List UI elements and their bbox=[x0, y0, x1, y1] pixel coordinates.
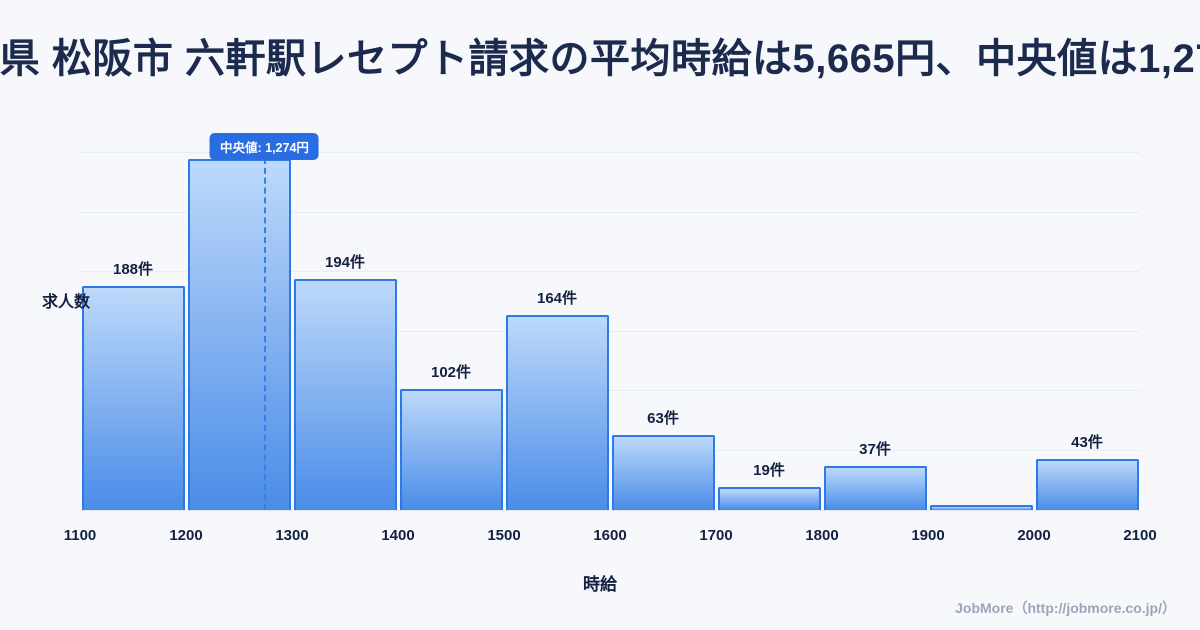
histogram-bar bbox=[187, 158, 291, 510]
x-axis-label: 時給 bbox=[583, 575, 617, 594]
x-tick-label: 1300 bbox=[275, 527, 309, 544]
x-tick-label: 1900 bbox=[911, 527, 945, 544]
x-tick-label: 1800 bbox=[805, 527, 839, 544]
histogram-bar bbox=[505, 314, 609, 510]
gridline bbox=[80, 271, 1140, 272]
bar-count-label: 19件 bbox=[753, 462, 785, 480]
bar-count-label: 63件 bbox=[647, 410, 679, 428]
histogram-bar bbox=[399, 388, 503, 510]
x-tick-label: 1400 bbox=[381, 527, 415, 544]
gridline bbox=[80, 390, 1140, 391]
chart-plot: 188件 194件 102件 164件 63件 19件 37件 43件 中央値: 1,274円 bbox=[80, 133, 1140, 511]
gridline bbox=[80, 330, 1140, 332]
median-line bbox=[264, 158, 267, 510]
histogram-bar bbox=[611, 435, 715, 510]
histogram-bar bbox=[823, 465, 927, 510]
x-tick-label: 1500 bbox=[487, 527, 521, 544]
x-tick-label: 1700 bbox=[699, 527, 733, 544]
bar-count-label: 164件 bbox=[536, 289, 578, 307]
page-title: 三重県 松阪市 六軒駅レセプト請求の平均時給は5,665円、中央値は1,274円 bbox=[0, 37, 1200, 81]
gridline bbox=[80, 449, 1140, 451]
x-tick-label: 1100 bbox=[63, 527, 97, 544]
histogram-bar bbox=[717, 487, 821, 510]
histogram-bar bbox=[1035, 458, 1139, 510]
bar-count-label: 102件 bbox=[430, 363, 472, 381]
bar-count-label: 194件 bbox=[324, 254, 366, 272]
x-tick-label: 2100 bbox=[1123, 527, 1157, 544]
bar-count-label: 43件 bbox=[1071, 433, 1103, 451]
bar-count-label: 188件 bbox=[112, 261, 154, 279]
bar-count-label: 37件 bbox=[859, 440, 891, 458]
x-tick-label: 2000 bbox=[1017, 527, 1051, 544]
x-tick-label: 1200 bbox=[169, 527, 203, 544]
x-axis-ticks: 1100 1200 1300 1400 1500 1600 1700 1800 1900 2000… bbox=[64, 527, 1157, 547]
histogram-bar bbox=[81, 286, 185, 510]
x-tick-label: 1600 bbox=[593, 527, 627, 544]
gridline bbox=[80, 152, 1140, 153]
median-badge: 中央値: 1,274円 bbox=[209, 133, 319, 160]
y-axis-label: 求人数 bbox=[42, 294, 91, 311]
gridline bbox=[80, 211, 1140, 213]
histogram-bar bbox=[929, 505, 1033, 510]
credit-text: JobMore（http://jobmore.co.jp/） bbox=[955, 600, 1176, 616]
histogram-bar bbox=[293, 279, 397, 510]
